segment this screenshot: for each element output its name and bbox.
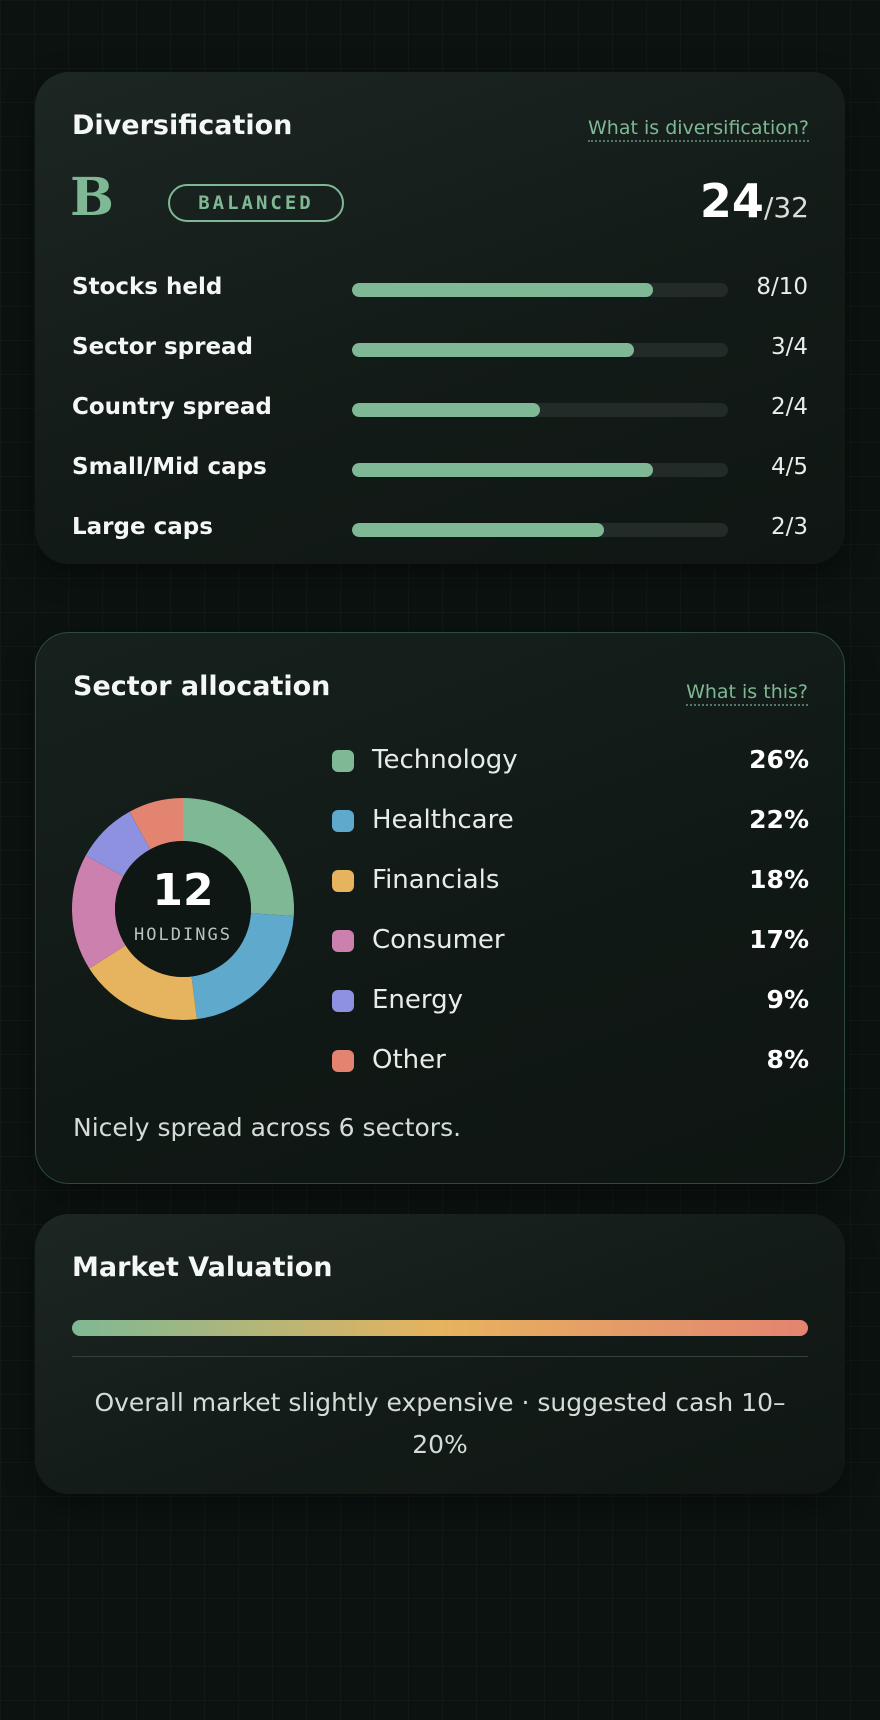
metric-bar [352, 283, 728, 297]
metric-value: 4/5 [770, 454, 808, 480]
legend-percent: 17% [749, 925, 809, 954]
metric-bar-fill [352, 463, 653, 477]
diversification-title: Diversification [72, 110, 293, 141]
legend-swatch [332, 930, 354, 952]
holdings-count: 12 [152, 865, 214, 916]
donut-slice-consumer [71, 855, 126, 969]
divider [72, 1356, 808, 1357]
legend-swatch [332, 990, 354, 1012]
metric-label: Stocks held [72, 274, 223, 300]
metric-row-small-mid-caps: Small/Mid caps 4/5 [72, 448, 808, 488]
valuation-gradient-bar [72, 1320, 808, 1336]
legend-percent: 26% [749, 745, 809, 774]
donut-slice-other [129, 798, 183, 850]
market-valuation-note: Overall market slightly expensive · sugg… [94, 1388, 786, 1459]
legend-label: Technology [372, 745, 518, 775]
legend-label: Energy [372, 985, 464, 1015]
donut-slice-energy [85, 811, 151, 877]
donut-slice-healthcare [191, 913, 294, 1020]
metric-bar-fill [352, 283, 653, 297]
legend-percent: 22% [749, 805, 809, 834]
sector-allocation-card: Sector allocation What is this? 12 HOLDI… [35, 632, 845, 1184]
score-value: 24 [699, 174, 764, 228]
metric-bar [352, 463, 728, 477]
market-valuation-card: Market Valuation Overall market slightly… [35, 1214, 845, 1494]
metric-row-stocks-held: Stocks held 8/10 [72, 268, 808, 308]
market-valuation-title: Market Valuation [72, 1252, 333, 1283]
legend-item-financials: Financials 18% [332, 861, 809, 901]
legend-percent: 18% [749, 865, 809, 894]
legend-percent: 9% [766, 985, 809, 1014]
legend-swatch [332, 750, 354, 772]
diversification-card: Diversification What is diversification?… [35, 72, 845, 564]
metric-bar-fill [352, 343, 634, 357]
sector-summary-note: Nicely spread across 6 sectors. [73, 1113, 462, 1142]
legend-label: Consumer [372, 925, 505, 955]
legend-item-technology: Technology 26% [332, 741, 809, 781]
metric-bar [352, 523, 728, 537]
diversification-grade: B [70, 167, 114, 228]
score-total: /32 [763, 191, 809, 224]
metric-label: Small/Mid caps [72, 454, 267, 480]
metric-row-large-caps: Large caps 2/3 [72, 508, 808, 548]
legend-item-other: Other 8% [332, 1041, 809, 1081]
donut-svg [71, 798, 294, 1020]
what-is-this-link[interactable]: What is this? [686, 681, 808, 706]
metric-bar [352, 403, 728, 417]
legend-label: Other [372, 1045, 446, 1075]
legend-label: Healthcare [372, 805, 514, 835]
metric-value: 3/4 [770, 334, 808, 360]
what-is-diversification-link[interactable]: What is diversification? [588, 117, 809, 142]
legend-swatch [332, 870, 354, 892]
balanced-badge: BALANCED [168, 184, 344, 222]
donut-slice-financials [89, 945, 197, 1020]
legend-label: Financials [372, 865, 500, 895]
legend-item-consumer: Consumer 17% [332, 921, 809, 961]
donut-hole [115, 841, 251, 977]
legend-item-energy: Energy 9% [332, 981, 809, 1021]
metric-bar-fill [352, 523, 604, 537]
metric-bar-fill [352, 403, 540, 417]
metric-label: Country spread [72, 394, 272, 420]
legend-swatch [332, 810, 354, 832]
metric-value: 8/10 [756, 274, 808, 300]
metric-row-sector-spread: Sector spread 3/4 [72, 328, 808, 368]
metric-label: Large caps [72, 514, 213, 540]
metric-bar [352, 343, 728, 357]
metric-value: 2/3 [770, 514, 808, 540]
legend-swatch [332, 1050, 354, 1072]
sector-allocation-title: Sector allocation [73, 671, 331, 702]
legend-item-healthcare: Healthcare 22% [332, 801, 809, 841]
donut-slice-technology [183, 798, 294, 916]
metric-row-country-spread: Country spread 2/4 [72, 388, 808, 428]
holdings-label: HOLDINGS [134, 925, 232, 945]
metric-value: 2/4 [770, 394, 808, 420]
legend-percent: 8% [766, 1045, 809, 1074]
diversification-score: 24/32 [700, 174, 809, 228]
sector-donut-chart: 12 HOLDINGS [71, 797, 295, 1021]
metric-label: Sector spread [72, 334, 254, 360]
